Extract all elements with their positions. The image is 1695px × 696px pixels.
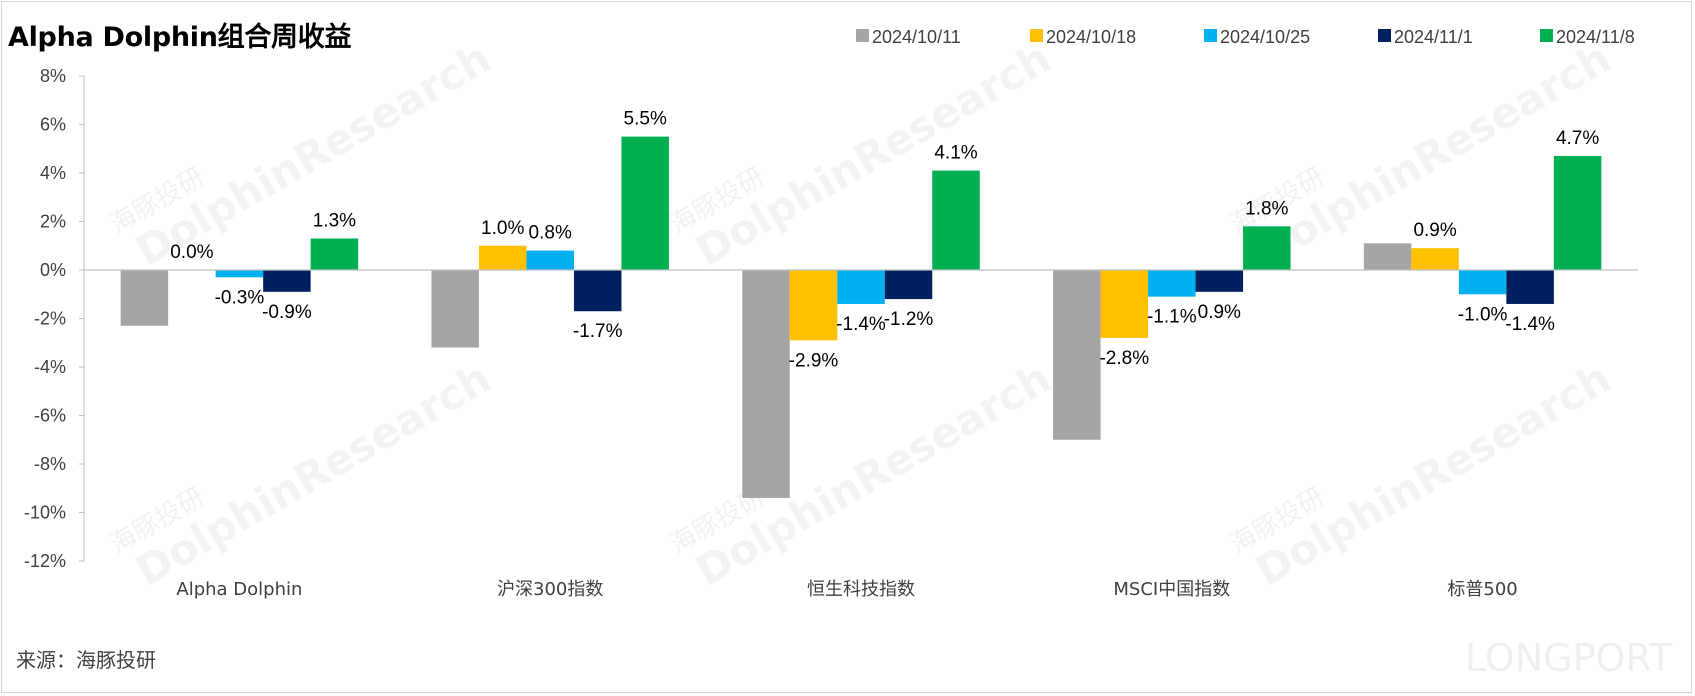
watermark-text: DolphinResearch	[1248, 353, 1619, 596]
bar	[932, 170, 980, 270]
category-label: 标普500	[1447, 579, 1517, 600]
watermark-5: 海豚投研DolphinResearch	[1225, 353, 1619, 596]
bar	[310, 238, 359, 270]
data-label: 1.0%	[481, 218, 524, 239]
bar	[1053, 270, 1101, 440]
y-tick-label: -2%	[34, 309, 66, 329]
category-label: Alpha Dolphin	[176, 579, 302, 600]
data-label: -2.8%	[1099, 348, 1149, 369]
bar	[263, 270, 311, 292]
legend-swatch	[856, 29, 869, 42]
watermark-4: 海豚投研DolphinResearch	[665, 353, 1059, 596]
legend-label: 2024/10/18	[1046, 27, 1136, 47]
data-label: -1.4%	[1505, 314, 1555, 335]
bar	[789, 270, 838, 341]
data-label: 0.9%	[1198, 302, 1241, 323]
data-label: 1.8%	[1245, 198, 1288, 219]
data-label: -1.0%	[1458, 304, 1508, 325]
data-label: 4.1%	[934, 143, 977, 164]
y-tick-label: 6%	[40, 115, 66, 135]
watermark-1: 海豚投研DolphinResearch	[665, 33, 1059, 276]
bar	[1458, 270, 1507, 295]
data-label: 0.0%	[170, 242, 213, 263]
watermark-0: 海豚投研DolphinResearch	[105, 33, 499, 276]
data-label: 0.9%	[1413, 220, 1456, 241]
bar	[742, 270, 790, 498]
bar	[884, 270, 933, 300]
bar	[1506, 270, 1554, 304]
data-label: -0.9%	[262, 302, 312, 323]
bar	[573, 270, 622, 312]
category-label: 沪深300指数	[497, 579, 603, 600]
y-tick-label: 2%	[40, 212, 66, 232]
data-label: 4.7%	[1556, 128, 1599, 149]
watermark-brand: LONGPORT	[1465, 636, 1673, 680]
bar	[621, 136, 669, 270]
y-tick-label: -12%	[24, 551, 66, 571]
bar	[1411, 248, 1459, 270]
bar	[215, 270, 264, 278]
data-label: -1.2%	[884, 309, 934, 330]
y-tick-label: -8%	[34, 454, 66, 474]
data-label: -1.7%	[573, 321, 623, 342]
bar	[431, 270, 479, 348]
bar	[1553, 156, 1602, 270]
legend-swatch	[1204, 29, 1217, 42]
category-label: MSCI中国指数	[1113, 579, 1230, 600]
bar	[1148, 270, 1196, 297]
legend: 2024/10/11 2024/10/18 2024/10/25 2024/11/1 2…	[856, 27, 1635, 47]
source-note: 来源：海豚投研	[16, 648, 156, 672]
legend-swatch	[1378, 29, 1391, 42]
y-tick-label: 0%	[40, 260, 66, 280]
bar	[120, 270, 169, 326]
plot-area: 8%6%4%2%0%-2%-4%-6%-8%-10%-12%0.0%-0.3%-…	[24, 66, 1638, 600]
watermark-text: DolphinResearch	[688, 33, 1059, 276]
data-label: 0.8%	[529, 223, 572, 244]
legend-label: 2024/10/25	[1220, 27, 1310, 47]
y-tick-label: 8%	[40, 66, 66, 86]
y-tick-label: -10%	[24, 503, 66, 523]
data-label: 5.5%	[624, 109, 667, 130]
data-label: -1.4%	[836, 314, 886, 335]
y-tick-label: 4%	[40, 163, 66, 183]
legend-label: 2024/11/1	[1394, 27, 1473, 47]
bar	[837, 270, 885, 304]
bar	[478, 245, 527, 270]
data-label: -1.1%	[1147, 307, 1197, 328]
legend-label: 2024/10/11	[872, 27, 961, 47]
data-label: -2.9%	[789, 350, 839, 371]
y-tick-label: -6%	[34, 406, 66, 426]
chart-title: Alpha Dolphin组合周收益	[8, 22, 352, 53]
category-label: 恒生科技指数	[807, 579, 915, 600]
legend-swatch	[1540, 29, 1553, 42]
bar	[1195, 270, 1244, 292]
data-label: 1.3%	[313, 210, 356, 231]
data-label: -0.3%	[215, 287, 265, 308]
watermark-3: 海豚投研DolphinResearch	[105, 353, 499, 596]
bar	[1243, 226, 1291, 270]
y-tick-label: -4%	[34, 357, 66, 377]
legend-swatch	[1030, 29, 1043, 42]
legend-label: 2024/11/8	[1556, 27, 1635, 47]
bar	[526, 250, 574, 270]
bar	[1363, 243, 1412, 270]
bar	[1100, 270, 1149, 338]
watermark-text: DolphinResearch	[128, 353, 499, 596]
